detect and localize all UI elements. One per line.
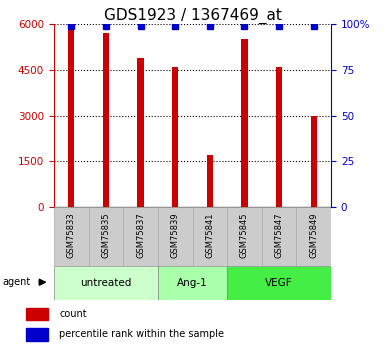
Bar: [103, 33, 109, 207]
Bar: [26, 308, 49, 320]
Bar: [26, 328, 49, 341]
Text: Ang-1: Ang-1: [177, 278, 208, 288]
Bar: [54, 207, 89, 266]
Bar: [241, 39, 248, 207]
Text: GSM75837: GSM75837: [136, 212, 145, 258]
Bar: [276, 67, 282, 207]
Text: GSM75845: GSM75845: [240, 213, 249, 258]
Text: untreated: untreated: [80, 278, 132, 288]
Text: VEGF: VEGF: [265, 278, 293, 288]
Text: agent: agent: [3, 277, 31, 287]
Bar: [89, 207, 123, 266]
Bar: [227, 266, 331, 300]
Bar: [54, 266, 158, 300]
Text: GSM75835: GSM75835: [101, 212, 110, 258]
Bar: [207, 155, 213, 207]
Bar: [296, 207, 331, 266]
Text: GSM75849: GSM75849: [309, 213, 318, 258]
Bar: [158, 266, 227, 300]
Title: GDS1923 / 1367469_at: GDS1923 / 1367469_at: [104, 8, 281, 24]
Bar: [123, 207, 158, 266]
Text: GSM75833: GSM75833: [67, 212, 76, 258]
Text: percentile rank within the sample: percentile rank within the sample: [59, 329, 224, 339]
Bar: [227, 207, 262, 266]
Bar: [192, 207, 227, 266]
Text: GSM75847: GSM75847: [275, 212, 284, 258]
Bar: [158, 207, 192, 266]
Bar: [262, 207, 296, 266]
Bar: [137, 58, 144, 207]
Text: GSM75839: GSM75839: [171, 212, 180, 258]
Bar: [172, 67, 178, 207]
Text: GSM75841: GSM75841: [205, 213, 214, 258]
Bar: [311, 116, 317, 207]
Text: count: count: [59, 309, 87, 319]
Bar: [68, 29, 74, 207]
